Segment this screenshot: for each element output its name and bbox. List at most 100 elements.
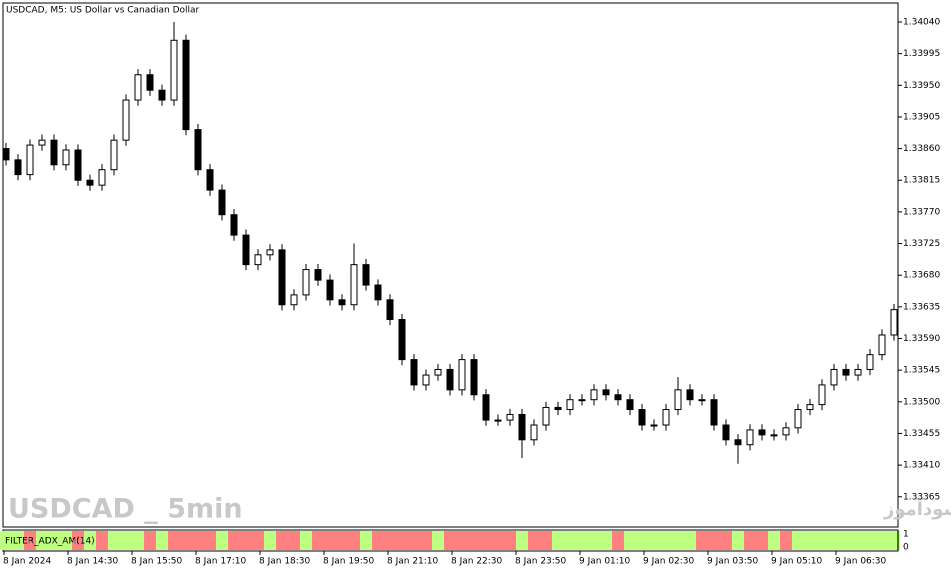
candle-body	[386, 299, 394, 321]
candle-body	[554, 406, 562, 411]
watermark-right: انتشار در سایت سودآموز	[883, 497, 951, 520]
candle-body	[50, 139, 58, 166]
candle-body	[746, 429, 754, 446]
candle-body	[482, 394, 490, 421]
candle-body	[110, 139, 118, 171]
candle-body	[38, 139, 46, 146]
x-tick-label: 8 Jan 18:30	[259, 557, 311, 567]
candle-body	[230, 214, 238, 236]
candle-body	[2, 148, 10, 161]
candle-body	[470, 359, 478, 396]
y-tick-label: 1.33680	[903, 271, 940, 281]
candle-body	[710, 399, 718, 426]
candle-body	[422, 374, 430, 386]
candle-body	[338, 299, 346, 306]
y-tick-label: 1.33770	[903, 207, 940, 217]
x-tick-label: 8 Jan 19:50	[323, 557, 375, 567]
x-tick-label: 8 Jan 17:10	[195, 557, 247, 567]
x-tick-label: 8 Jan 23:50	[515, 557, 567, 567]
candle-body	[794, 409, 802, 429]
indicator-tick-label: 1	[903, 530, 909, 540]
candle-body	[506, 413, 514, 421]
candle-body	[350, 264, 358, 306]
candle-body	[566, 399, 574, 411]
candle-body	[878, 334, 886, 356]
candle-body	[290, 294, 298, 306]
x-tick-label: 8 Jan 15:50	[131, 557, 183, 567]
candle-body	[62, 149, 70, 166]
candle-body	[374, 284, 382, 301]
x-tick-label: 9 Jan 05:10	[771, 557, 823, 567]
candle-body	[614, 394, 622, 401]
x-tick-label: 8 Jan 22:30	[451, 557, 503, 567]
watermark: USDCAD _ 5min	[8, 494, 243, 525]
candle-body	[410, 359, 418, 386]
y-tick-label: 1.33500	[903, 397, 940, 407]
candle-body	[806, 404, 814, 411]
candle-body	[86, 179, 94, 186]
x-tick-label: 9 Jan 03:50	[707, 557, 759, 567]
candle-body	[362, 264, 370, 286]
candle-body	[494, 419, 502, 422]
x-tick-label: 8 Jan 2024	[3, 557, 51, 567]
y-tick-label: 1.33905	[903, 112, 940, 122]
candle-body	[890, 309, 898, 336]
candle-body	[602, 389, 610, 396]
indicator-label: FILTER_ADX_AM(14)	[5, 537, 95, 547]
y-tick-label: 1.33545	[903, 366, 940, 376]
candle-body	[14, 159, 22, 176]
candle-body	[218, 189, 226, 216]
x-tick-label: 9 Jan 06:30	[835, 557, 887, 567]
indicator-tick-label: 0	[903, 543, 909, 553]
y-tick-label: 1.33860	[903, 144, 940, 154]
y-tick-label: 1.33590	[903, 334, 940, 344]
y-tick-label: 1.33635	[903, 302, 940, 312]
candle-body	[302, 269, 310, 296]
candle-body	[194, 129, 202, 171]
candle-body	[782, 427, 790, 436]
candle-body	[650, 424, 658, 427]
candle-body	[458, 359, 466, 391]
candle-body	[638, 409, 646, 426]
candle-body	[770, 434, 778, 437]
candle-body	[446, 368, 454, 391]
candle-body	[542, 406, 550, 426]
candle-body	[818, 384, 826, 406]
x-tick-label: 9 Jan 01:10	[579, 557, 631, 567]
candle-body	[266, 249, 274, 256]
candle-body	[254, 254, 262, 266]
candle-body	[26, 144, 34, 176]
x-tick-label: 9 Jan 02:30	[643, 557, 695, 567]
y-tick-label: 1.33950	[903, 81, 940, 91]
candle-body	[590, 389, 598, 401]
y-tick-label: 1.34040	[903, 17, 940, 27]
candle-body	[866, 354, 874, 370]
candle-body	[698, 399, 706, 402]
candle-body	[314, 269, 322, 281]
candle-body	[662, 409, 670, 426]
y-tick-label: 1.33365	[903, 492, 940, 502]
candle-body	[122, 99, 130, 141]
candle-body	[242, 234, 250, 266]
candle-body	[206, 169, 214, 191]
candle-body	[530, 424, 538, 441]
y-tick-label: 1.33815	[903, 176, 940, 186]
candle-body	[722, 424, 730, 441]
candle-body	[158, 89, 166, 101]
candle-body	[278, 249, 286, 306]
candle-body	[434, 368, 442, 376]
candle-body	[578, 399, 586, 402]
candle-body	[842, 368, 850, 376]
candle-body	[182, 39, 190, 131]
candle-body	[146, 74, 154, 91]
candle-body	[98, 169, 106, 186]
candle-body	[734, 439, 742, 446]
candle-body	[758, 429, 766, 436]
candle-body	[854, 368, 862, 376]
candle-body	[674, 389, 682, 411]
candle-body	[518, 413, 526, 441]
x-tick-label: 8 Jan 14:30	[67, 557, 119, 567]
candle-body	[74, 149, 82, 181]
